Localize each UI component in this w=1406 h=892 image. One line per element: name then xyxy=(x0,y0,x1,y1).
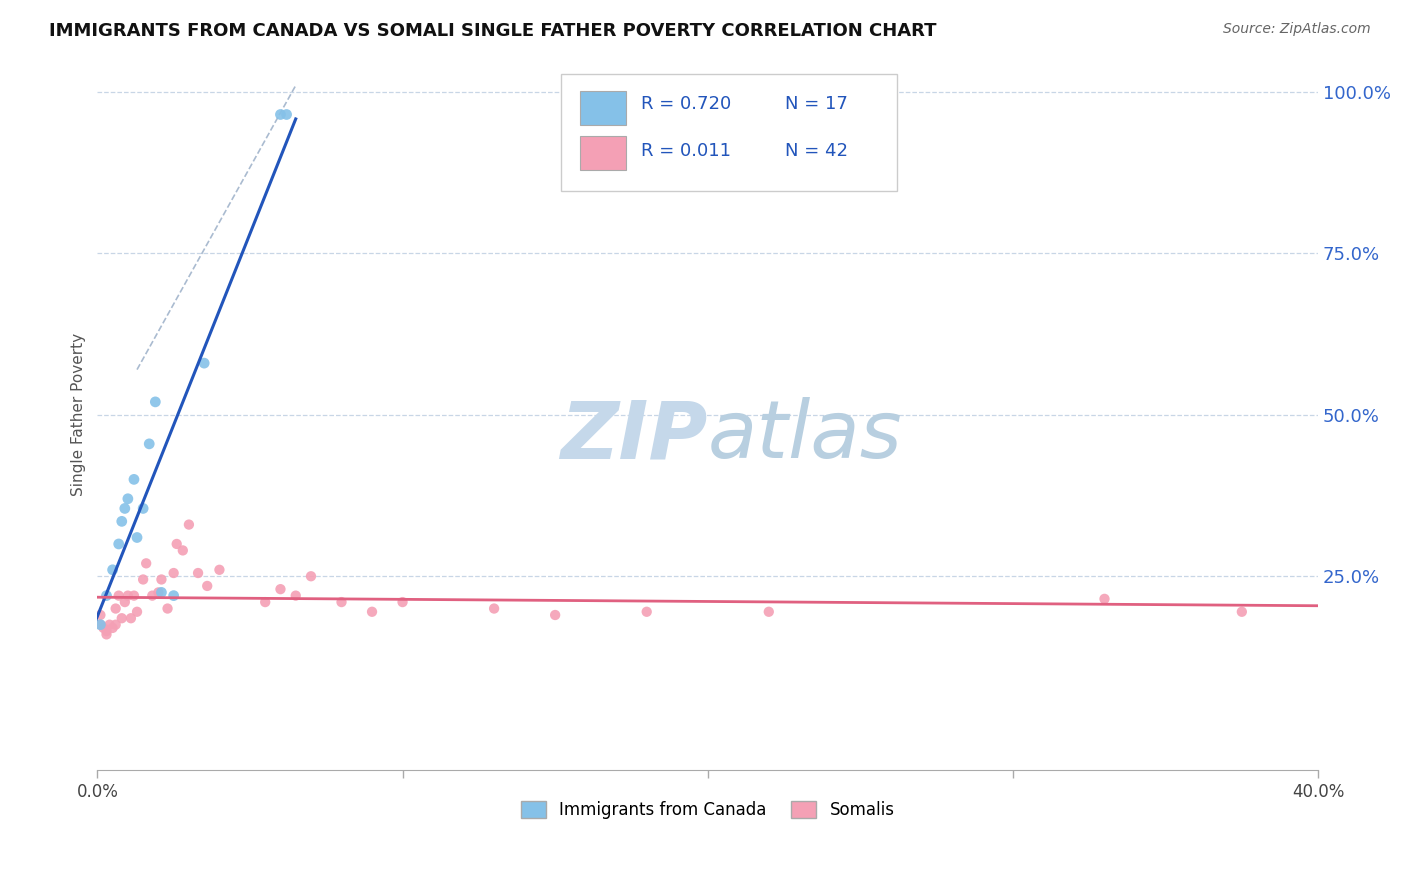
Point xyxy=(101,563,124,577)
Point xyxy=(254,595,277,609)
Text: N = 42: N = 42 xyxy=(785,142,848,160)
Point xyxy=(132,573,155,587)
Point xyxy=(120,611,142,625)
Point xyxy=(117,589,139,603)
Point xyxy=(269,107,291,121)
Point xyxy=(114,595,136,609)
Point xyxy=(96,589,118,603)
FancyBboxPatch shape xyxy=(561,74,897,191)
Point xyxy=(111,514,134,528)
Point xyxy=(89,607,111,622)
Point xyxy=(89,617,111,632)
Point xyxy=(114,501,136,516)
Point xyxy=(150,585,173,599)
Point xyxy=(166,537,188,551)
Point xyxy=(117,491,139,506)
Point xyxy=(96,627,118,641)
Point xyxy=(482,601,505,615)
Point xyxy=(187,566,209,580)
Point xyxy=(1230,605,1253,619)
Point xyxy=(361,605,384,619)
Point xyxy=(269,582,291,597)
Point xyxy=(107,537,129,551)
Point xyxy=(148,585,170,599)
Point xyxy=(1094,591,1116,606)
Point xyxy=(125,605,148,619)
Point xyxy=(138,437,160,451)
Point xyxy=(391,595,413,609)
Point xyxy=(177,517,200,532)
Point xyxy=(98,617,121,632)
Text: R = 0.720: R = 0.720 xyxy=(641,95,731,113)
Point xyxy=(141,589,163,603)
Y-axis label: Single Father Poverty: Single Father Poverty xyxy=(72,334,86,496)
Point xyxy=(93,621,115,635)
Text: N = 17: N = 17 xyxy=(785,95,848,113)
Point xyxy=(150,573,173,587)
Text: Source: ZipAtlas.com: Source: ZipAtlas.com xyxy=(1223,22,1371,37)
Point xyxy=(163,589,186,603)
Point xyxy=(107,589,129,603)
Point xyxy=(156,601,179,615)
Point xyxy=(96,624,118,639)
Point xyxy=(544,607,567,622)
Point xyxy=(636,605,658,619)
Point xyxy=(143,395,166,409)
Point xyxy=(208,563,231,577)
Point xyxy=(89,617,111,632)
Point xyxy=(135,557,157,571)
Legend: Immigrants from Canada, Somalis: Immigrants from Canada, Somalis xyxy=(515,794,901,826)
Point xyxy=(163,566,186,580)
Point xyxy=(122,472,145,486)
FancyBboxPatch shape xyxy=(579,136,626,169)
Point xyxy=(172,543,194,558)
Point xyxy=(111,611,134,625)
FancyBboxPatch shape xyxy=(579,91,626,125)
Point xyxy=(330,595,353,609)
Point xyxy=(122,589,145,603)
Point xyxy=(101,621,124,635)
Point xyxy=(284,589,307,603)
Point xyxy=(132,501,155,516)
Text: IMMIGRANTS FROM CANADA VS SOMALI SINGLE FATHER POVERTY CORRELATION CHART: IMMIGRANTS FROM CANADA VS SOMALI SINGLE … xyxy=(49,22,936,40)
Point xyxy=(195,579,218,593)
Point xyxy=(193,356,215,370)
Point xyxy=(104,601,127,615)
Point xyxy=(758,605,780,619)
Point xyxy=(276,107,298,121)
Point xyxy=(104,617,127,632)
Text: R = 0.011: R = 0.011 xyxy=(641,142,731,160)
Point xyxy=(125,531,148,545)
Text: atlas: atlas xyxy=(707,397,903,475)
Point xyxy=(299,569,322,583)
Text: ZIP: ZIP xyxy=(561,397,707,475)
